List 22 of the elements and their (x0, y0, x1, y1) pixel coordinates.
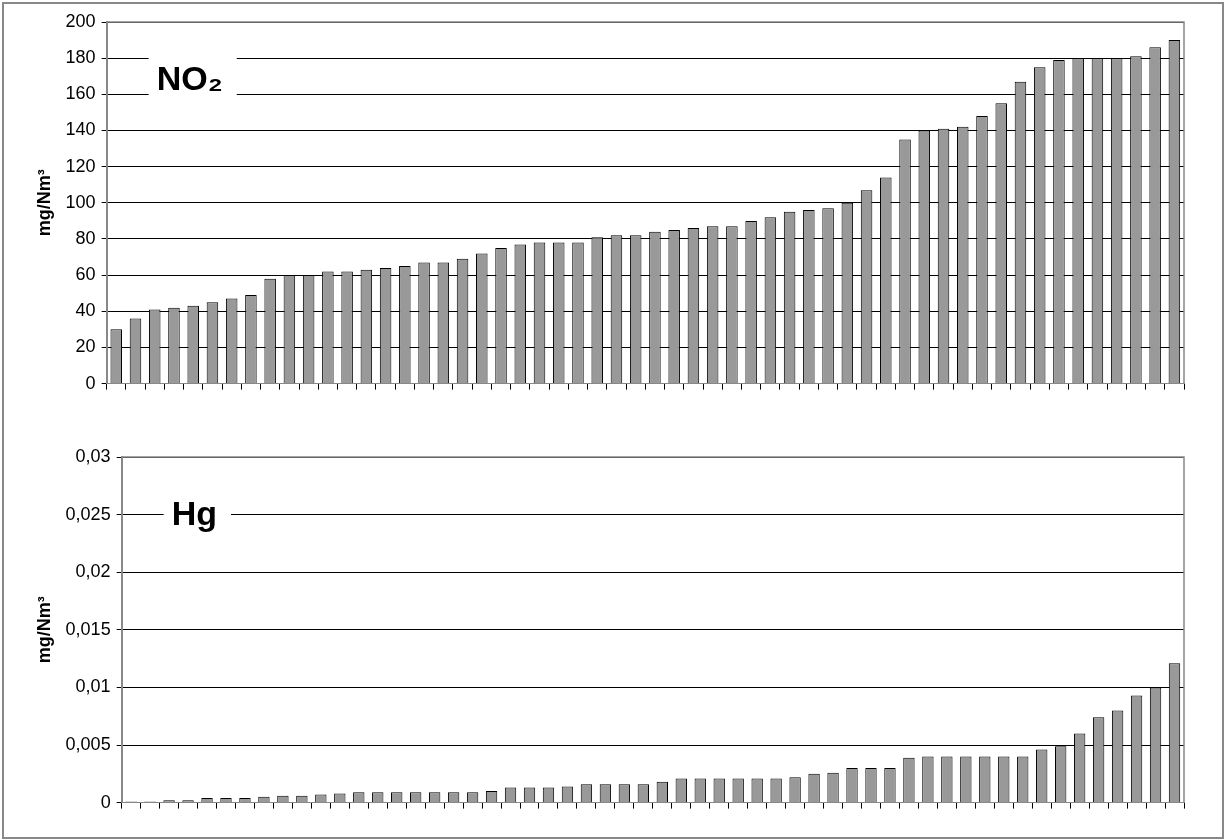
y-tick-label: 100 (65, 191, 96, 212)
y-tick-label: 0,005 (65, 733, 111, 754)
y-tick-label: 60 (75, 264, 96, 285)
y-tick-label: 0,02 (75, 561, 111, 582)
y-tick-label: 0 (100, 791, 111, 812)
y-tick-label: 0,015 (65, 618, 111, 639)
y-tick-label: 0,03 (75, 445, 111, 466)
y-tick-label: 180 (65, 47, 96, 68)
y-tick-label: 80 (75, 227, 96, 248)
y-tick-label: 20 (75, 336, 96, 357)
y-tick-label: 0,025 (65, 503, 111, 524)
y-tick-label: 140 (65, 119, 96, 140)
y-tick-label: 160 (65, 83, 96, 104)
y-tick-label: 0 (85, 372, 96, 393)
y-axis-title: mg/Nm³ (33, 169, 54, 237)
y-tick-label: 40 (75, 300, 96, 321)
text: NO₂ (156, 59, 223, 97)
y-tick-label: 0,01 (75, 676, 111, 697)
y-tick-label: 120 (65, 155, 96, 176)
y-axis-title: mg/Nm³ (33, 596, 54, 664)
text: Hg (171, 494, 217, 532)
y-tick-label: 200 (65, 10, 96, 31)
